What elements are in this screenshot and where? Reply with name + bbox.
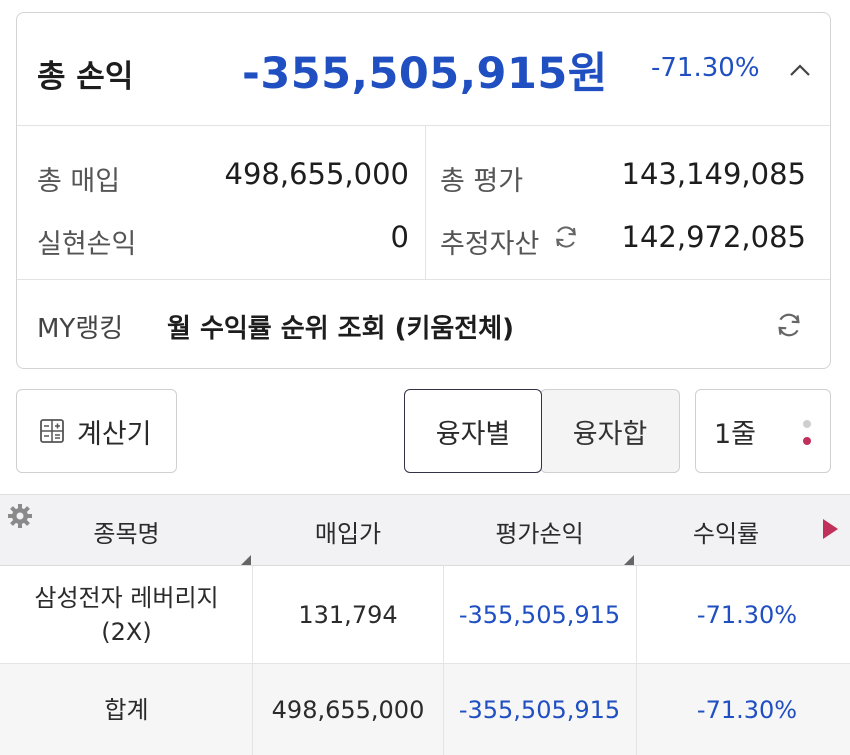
more-dots-icon — [803, 420, 811, 446]
my-ranking-row[interactable]: MY랭킹 월 수익률 순위 조회 (키움전체) — [17, 280, 830, 368]
holdings-table: 종목명 매입가 평가손익 수익률 — [0, 494, 850, 755]
estimated-asset-label: 추정자산 — [440, 229, 540, 260]
column-header-rate[interactable]: 수익률 — [636, 495, 816, 567]
cell-return-rate: -71.30% — [696, 600, 798, 629]
monthly-ranking-link[interactable]: 월 수익률 순위 조회 (키움전체) — [167, 314, 515, 344]
estimated-asset-value: 142,972,085 — [621, 220, 807, 254]
column-header-name[interactable]: 종목명 — [0, 495, 253, 567]
calculator-button[interactable]: 계산기 — [16, 389, 177, 473]
cell-stock-name: 삼성전자 레버리지 (2X) — [34, 583, 219, 646]
profit-summary-card: 총 손익 -355,505,915원 -71.30% 총 매입 498,655,… — [16, 12, 831, 369]
refresh-icon[interactable] — [552, 223, 580, 251]
cell-total-purchase: 498,655,000 — [271, 695, 425, 724]
column-rate-label: 수익률 — [692, 519, 760, 548]
total-profit-label: 총 손익 — [37, 59, 134, 95]
segment-by-loan-label: 융자별 — [435, 418, 511, 450]
cell-valuation-pnl: -355,505,915 — [458, 600, 621, 629]
segment-loan-sum[interactable]: 융자합 — [540, 389, 680, 473]
next-columns-arrow-icon[interactable] — [823, 519, 838, 539]
table-header: 종목명 매입가 평가손익 수익률 — [0, 494, 850, 566]
column-name-label: 종목명 — [93, 519, 160, 548]
sort-corner-icon — [624, 555, 634, 565]
total-purchase-value: 498,655,000 — [224, 157, 410, 191]
segment-by-loan[interactable]: 융자별 — [404, 389, 542, 473]
column-divider — [252, 566, 253, 755]
cell-total-pnl: -355,505,915 — [458, 695, 621, 724]
column-header-price[interactable]: 매입가 — [253, 495, 443, 567]
summary-stats: 총 매입 498,655,000 총 평가 143,149,085 실현손익 0… — [17, 126, 830, 280]
chevron-up-icon[interactable] — [787, 57, 813, 83]
summary-header[interactable]: 총 손익 -355,505,915원 -71.30% — [17, 13, 830, 126]
segment-loan-sum-label: 융자합 — [572, 418, 648, 450]
calculator-label: 계산기 — [77, 418, 152, 450]
total-profit-rate: -71.30% — [651, 53, 760, 83]
table-row[interactable]: 삼성전자 레버리지 (2X) 131,794 -355,505,915 -71.… — [0, 566, 850, 664]
cell-total-rate: -71.30% — [696, 695, 798, 724]
table-total-row: 합계 498,655,000 -355,505,915 -71.30% — [0, 664, 850, 755]
my-ranking-label: MY랭킹 — [37, 314, 124, 344]
column-divider — [443, 566, 444, 755]
refresh-icon[interactable] — [774, 310, 804, 340]
total-valuation-value: 143,149,085 — [621, 157, 807, 191]
cell-purchase-price: 131,794 — [298, 600, 398, 629]
column-header-pnl[interactable]: 평가손익 — [443, 495, 636, 567]
column-divider — [636, 566, 637, 755]
total-purchase-label: 총 매입 — [37, 166, 121, 197]
row-lines-selector[interactable]: 1줄 — [695, 389, 831, 473]
realized-profit-value: 0 — [390, 220, 409, 254]
total-profit-amount: -355,505,915원 — [242, 49, 608, 99]
total-valuation-label: 총 평가 — [440, 166, 524, 197]
stats-divider — [425, 126, 426, 279]
column-pnl-label: 평가손익 — [495, 519, 584, 548]
column-price-label: 매입가 — [314, 519, 382, 548]
calculator-icon — [40, 419, 64, 443]
sort-corner-icon — [241, 555, 251, 565]
cell-total-label: 합계 — [104, 695, 149, 724]
gear-icon[interactable] — [6, 502, 34, 530]
row-lines-label: 1줄 — [714, 418, 757, 450]
realized-profit-label: 실현손익 — [37, 229, 137, 260]
